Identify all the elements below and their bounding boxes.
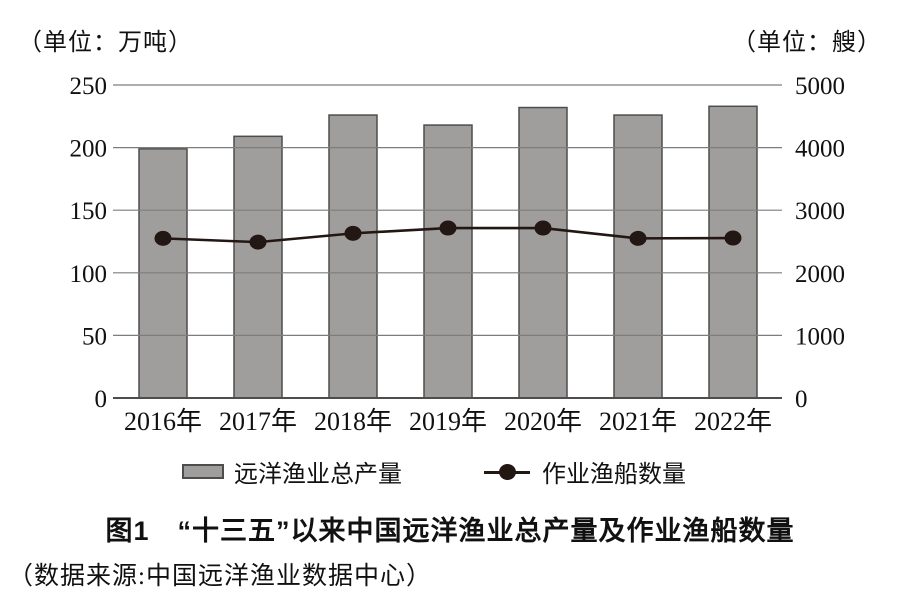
figure-title: 图1 “十三五”以来中国远洋渔业总产量及作业渔船数量 <box>105 516 795 546</box>
vessel-count-dot-2016年 <box>154 230 172 246</box>
x-axis-label-2022年: 2022年 <box>694 407 772 436</box>
vessel-count-dot-2018年 <box>344 225 362 241</box>
vessel-count-dot-2017年 <box>249 234 267 250</box>
left-axis-tick-250: 250 <box>70 73 108 100</box>
legend-label-vessels: 作业渔船数量 <box>542 462 686 488</box>
x-axis-label-2016年: 2016年 <box>124 407 202 436</box>
combo-chart-plot: 0 50 100 150 200 250 0 1000 2000 3000 4000 5000 2016… <box>70 73 846 436</box>
x-axis-label-2017年: 2017年 <box>219 407 297 436</box>
legend-item-vessels: 作业渔船数量 <box>484 454 686 489</box>
legend: 远洋渔业总产量 作业渔船数量 <box>182 454 686 489</box>
bar-2016年 <box>138 148 188 399</box>
left-axis-unit-label: （单位：万吨） <box>18 30 193 56</box>
bar-2020年 <box>518 106 568 399</box>
bar-2018年 <box>328 114 378 399</box>
left-axis-tick-100: 100 <box>70 261 108 288</box>
legend-label-production: 远洋渔业总产量 <box>234 462 402 488</box>
vessel-count-dot-2021年 <box>629 230 647 246</box>
x-axis-label-2021年: 2021年 <box>599 407 677 436</box>
right-axis-tick-1000: 1000 <box>795 323 845 350</box>
figure-source: （数据来源:中国远洋渔业数据中心） <box>8 563 432 590</box>
vessel-count-dot-2022年 <box>724 230 742 246</box>
x-axis-label-2020年: 2020年 <box>504 407 582 436</box>
bar-2021年 <box>613 114 663 399</box>
right-axis-tick-0: 0 <box>795 386 808 413</box>
left-axis-tick-200: 200 <box>70 136 108 163</box>
line-symbol-dot-icon <box>498 463 516 480</box>
right-axis-tick-5000: 5000 <box>795 73 845 100</box>
line-series-symbol <box>484 463 530 481</box>
left-axis-tick-0: 0 <box>95 386 108 413</box>
left-axis-tick-50: 50 <box>82 323 107 350</box>
bar-2019年 <box>423 124 473 399</box>
bar-2017年 <box>233 135 283 399</box>
right-axis-tick-3000: 3000 <box>795 198 845 225</box>
legend-item-production: 远洋渔业总产量 <box>182 454 402 489</box>
bar-series-swatch <box>182 464 224 479</box>
right-axis-tick-2000: 2000 <box>795 261 845 288</box>
x-axis-label-2018年: 2018年 <box>314 407 392 436</box>
bar-2022年 <box>708 105 758 399</box>
vessel-count-dot-2020年 <box>534 220 552 236</box>
right-axis-unit-label: （单位：艘） <box>732 30 882 56</box>
right-axis-tick-4000: 4000 <box>795 136 845 163</box>
x-axis-label-2019年: 2019年 <box>409 407 487 436</box>
vessel-count-dot-2019年 <box>439 220 457 236</box>
left-axis-tick-150: 150 <box>70 198 108 225</box>
